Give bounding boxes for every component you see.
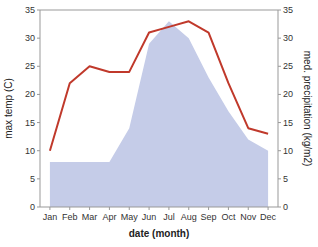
y2-tick <box>278 122 281 123</box>
y-tick-label: 30 <box>25 33 35 43</box>
y2-tick <box>278 178 281 179</box>
y2-tick-label: 35 <box>283 5 293 15</box>
y2-tick <box>278 207 281 208</box>
x-tick <box>149 207 150 210</box>
x-tick <box>268 207 269 210</box>
y-tick <box>37 207 40 208</box>
x-tick-label: Dec <box>260 212 277 222</box>
y-tick <box>37 150 40 151</box>
area <box>50 21 268 207</box>
y2-tick-label: 30 <box>283 33 293 43</box>
y2-tick-label: 25 <box>283 61 293 71</box>
x-tick <box>188 207 189 210</box>
y-tick <box>37 38 40 39</box>
y-tick-label: 5 <box>30 174 35 184</box>
y-tick <box>37 122 40 123</box>
y2-tick <box>278 10 281 11</box>
x-axis-label: date (month) <box>129 228 190 239</box>
y-tick-label: 25 <box>25 61 35 71</box>
x-tick-label: Jul <box>163 212 175 222</box>
x-tick-label: May <box>121 212 139 222</box>
x-tick <box>69 207 70 210</box>
y2-tick <box>278 66 281 67</box>
y2-axis-label: med. precipitation (kg/m2) <box>302 51 313 167</box>
y-tick-label: 10 <box>25 146 35 156</box>
y2-tick-label: 5 <box>283 174 288 184</box>
chart: 0 5 10 15 20 25 30 35 0 5 10 15 20 25 30 35 Jan Feb Mar Apr… <box>0 0 318 247</box>
x-tick <box>248 207 249 210</box>
y-axis-label: max temp (C) <box>3 78 14 139</box>
x-tick-label: Jan <box>43 212 58 222</box>
y2-tick <box>278 94 281 95</box>
x-tick <box>168 207 169 210</box>
x-tick <box>89 207 90 210</box>
x-tick-label: Mar <box>82 212 98 222</box>
y-tick <box>37 94 40 95</box>
x-tick-label: Oct <box>221 212 236 222</box>
y-tick-label: 20 <box>25 89 35 99</box>
top-frame-line <box>40 10 278 11</box>
plot-area <box>50 21 268 207</box>
y2-tick-label: 15 <box>283 118 293 128</box>
x-tick <box>109 207 110 210</box>
x-axis-line <box>40 207 278 208</box>
x-tick <box>208 207 209 210</box>
y-tick <box>37 10 40 11</box>
line <box>50 21 268 150</box>
x-tick <box>228 207 229 210</box>
x-tick-label: Sep <box>201 212 217 222</box>
y-axis-line <box>40 10 41 207</box>
y2-tick-label: 0 <box>283 202 288 212</box>
x-tick-label: Feb <box>62 212 78 222</box>
y-tick-label: 0 <box>30 202 35 212</box>
y-tick-label: 15 <box>25 118 35 128</box>
x-tick-label: Jun <box>142 212 157 222</box>
y-tick-label: 35 <box>25 5 35 15</box>
x-tick-label: Nov <box>240 212 257 222</box>
x-tick-label: Apr <box>102 212 116 222</box>
y2-tick <box>278 38 281 39</box>
x-tick <box>129 207 130 210</box>
y-tick <box>37 178 40 179</box>
y-tick <box>37 66 40 67</box>
x-tick-label: Aug <box>181 212 197 222</box>
y2-tick-label: 20 <box>283 89 293 99</box>
y2-tick-label: 10 <box>283 146 293 156</box>
x-tick <box>49 207 50 210</box>
y2-tick <box>278 150 281 151</box>
y2-axis-line <box>278 10 279 207</box>
